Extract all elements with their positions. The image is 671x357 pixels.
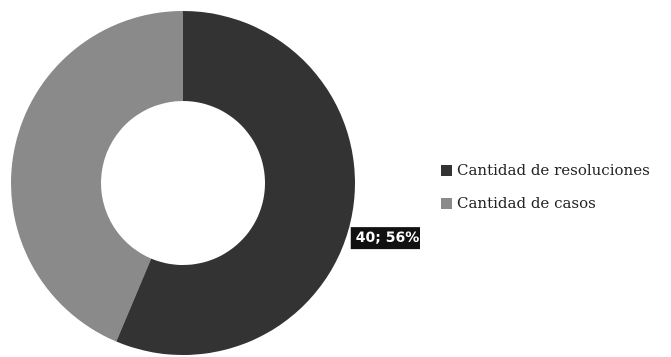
legend-item-resoluciones: Cantidad de resoluciones: [441, 159, 650, 181]
donut-slices: [11, 11, 355, 355]
legend: Cantidad de resoluciones Cantidad de cas…: [441, 159, 650, 225]
data-label-text-resoluciones: 40; 56%: [356, 230, 419, 246]
legend-swatch-resoluciones: [441, 164, 452, 176]
legend-label-casos: Cantidad de casos: [457, 194, 596, 212]
data-label-resoluciones: 40; 56%: [350, 227, 420, 250]
legend-label-resoluciones: Cantidad de resoluciones: [457, 161, 650, 179]
legend-item-casos: Cantidad de casos: [441, 192, 650, 214]
data-label-bg-resoluciones: [350, 227, 420, 250]
data-labels: 40; 56%31; 44%: [350, 227, 420, 250]
donut-chart: 40; 56%31; 44%: [11, 11, 420, 355]
legend-swatch-casos: [441, 197, 452, 209]
slice-casos: [11, 11, 184, 342]
slice-resoluciones: [116, 11, 355, 355]
